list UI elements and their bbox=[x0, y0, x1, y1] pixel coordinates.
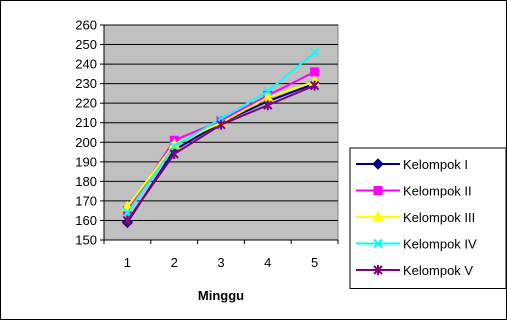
data-point bbox=[310, 67, 320, 77]
data-point bbox=[122, 215, 133, 226]
y-tick-label: 170 bbox=[75, 193, 97, 208]
legend-entry: Kelompok III bbox=[356, 210, 475, 225]
axes bbox=[103, 25, 338, 241]
y-tick-label: 250 bbox=[75, 37, 97, 52]
y-axis-ticks: 150 160 170 180 190 200 210 220 230 240 250 260 bbox=[75, 18, 104, 248]
y-tick-label: 200 bbox=[75, 135, 97, 150]
series-group bbox=[121, 47, 321, 229]
y-tick-label: 160 bbox=[75, 213, 97, 228]
legend-label: Kelompok IV bbox=[403, 237, 477, 252]
legend-entry: Kelompok I bbox=[356, 157, 468, 172]
data-point bbox=[309, 80, 320, 91]
legend-label: Kelompok III bbox=[403, 210, 475, 225]
y-tick-label: 220 bbox=[75, 96, 97, 111]
y-tick-label: 190 bbox=[75, 154, 97, 169]
legend-marker bbox=[373, 238, 383, 249]
legend-entry: Kelompok II bbox=[356, 184, 472, 199]
y-tick-label: 210 bbox=[75, 115, 97, 130]
legend-entry: Kelompok IV bbox=[356, 237, 477, 252]
legend-marker bbox=[372, 210, 384, 222]
x-tick-label: 5 bbox=[311, 255, 318, 270]
x-axis-title: Minggu bbox=[198, 288, 244, 303]
y-tick-label: 260 bbox=[75, 18, 97, 33]
data-point bbox=[169, 141, 179, 151]
data-point bbox=[309, 47, 320, 58]
data-point bbox=[169, 149, 179, 159]
data-point bbox=[216, 119, 226, 130]
legend-label: Kelompok II bbox=[403, 184, 472, 199]
legend-marker bbox=[373, 186, 383, 195]
y-tick-label: 180 bbox=[75, 174, 97, 189]
legend-marker bbox=[372, 158, 384, 170]
data-point bbox=[263, 86, 273, 97]
y-tick-label: 240 bbox=[75, 57, 97, 72]
y-tick-label: 230 bbox=[75, 76, 97, 91]
legend-entry: Kelompok V bbox=[356, 263, 473, 278]
x-tick-label: 4 bbox=[264, 255, 271, 270]
legend-label: Kelompok V bbox=[403, 263, 473, 278]
plot-area bbox=[103, 24, 339, 241]
legend-marker bbox=[373, 265, 383, 275]
series-4 bbox=[122, 47, 320, 218]
data-point bbox=[263, 100, 273, 111]
x-axis-ticks: 1 2 3 4 5 bbox=[103, 240, 339, 270]
x-tick-label: 3 bbox=[217, 255, 224, 270]
legend-label: Kelompok I bbox=[403, 157, 468, 172]
legend: Kelompok I Kelompok II Kelompok III Kelompo… bbox=[349, 147, 507, 289]
x-tick-label: 2 bbox=[171, 255, 178, 270]
x-tick-label: 1 bbox=[124, 255, 131, 270]
y-tick-label: 150 bbox=[75, 233, 97, 248]
series-5 bbox=[122, 80, 320, 226]
